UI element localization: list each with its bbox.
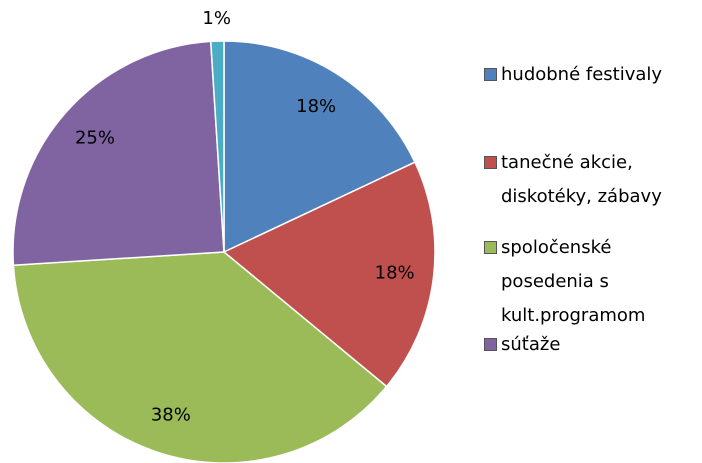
data-label: 1% bbox=[202, 8, 231, 29]
pie-slice bbox=[222, 161, 436, 388]
legend-swatch bbox=[484, 68, 497, 81]
legend-entry: hudobné festivaly bbox=[484, 58, 699, 92]
legend-swatch bbox=[484, 241, 497, 254]
legend-label: súťaže bbox=[501, 334, 561, 355]
legend-swatch bbox=[484, 338, 497, 351]
data-label: 25% bbox=[75, 127, 115, 148]
legend-swatch bbox=[484, 156, 497, 169]
data-label: 38% bbox=[151, 405, 191, 426]
legend-entry: súťaže bbox=[484, 328, 699, 362]
data-label: 18% bbox=[296, 96, 336, 117]
pie-slice bbox=[12, 40, 225, 267]
pie-slice bbox=[12, 251, 388, 463]
pie-slice bbox=[209, 40, 225, 253]
legend-label: tanečné akcie, diskotéky, zábavy bbox=[501, 152, 662, 207]
legend-entry: spoločenské posedenia s kult.programom bbox=[484, 231, 699, 333]
pie-slice bbox=[223, 40, 416, 254]
data-label: 18% bbox=[375, 263, 415, 284]
legend-entry: tanečné akcie, diskotéky, zábavy bbox=[484, 146, 699, 214]
legend-label: hudobné festivaly bbox=[501, 64, 663, 85]
legend-label: spoločenské posedenia s kult.programom bbox=[501, 237, 646, 326]
